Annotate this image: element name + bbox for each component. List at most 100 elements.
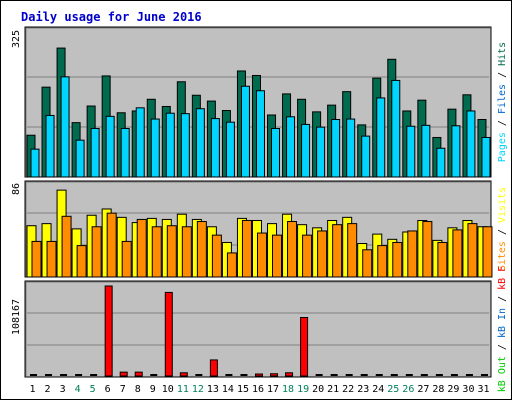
files-bar [436,147,446,178]
kb-bar [209,359,218,377]
legend-item: Pages [497,132,508,162]
files-bar [466,110,476,178]
sites-bar [181,226,192,278]
x-tick-label: 25 [387,384,399,395]
x-tick-label: 23 [357,384,369,395]
legend-kb: kB Out / kB In / kB F [497,266,508,392]
legend-item: kB F [497,266,508,290]
kb-bar [179,372,188,377]
x-tick-label: 21 [327,384,339,395]
sites-bar [392,241,403,278]
x-tick-label: 17 [267,384,279,395]
kb-bar [285,372,294,377]
kb-bar [119,371,128,377]
kb-bar [164,291,173,377]
files-bar [421,124,431,178]
files-bar [255,90,265,178]
sites-bar [196,221,207,278]
files-bar [376,97,386,178]
sites-bar [211,234,222,278]
sites-bar [272,234,283,278]
x-tick-label: 15 [237,384,249,395]
sites-bar [347,223,358,278]
legend-item: kB In [497,308,508,338]
x-tick-label: 1 [30,384,36,395]
x-tick-label: 28 [432,384,444,395]
legend-item: Sites [497,241,508,271]
x-tick-label: 26 [402,384,414,395]
sites-bar [121,240,132,278]
x-tick-label: 8 [135,384,141,395]
x-tick-label: 2 [45,384,51,395]
x-tick-label: 16 [252,384,264,395]
x-tick-label: 18 [282,384,294,395]
kb-bar [270,373,279,377]
sites-bar [256,232,267,278]
files-bar [331,118,341,178]
y-max-label: 86 [11,183,22,195]
x-tick-label: 10 [162,384,174,395]
x-tick-label: 13 [207,384,219,395]
files-bar [286,116,296,178]
sites-bar [61,215,72,278]
x-tick-label: 14 [222,384,234,395]
files-bar [346,118,356,178]
x-tick-label: 29 [447,384,459,395]
kb-bar [300,317,309,377]
sites-bar [106,212,117,278]
x-tick-label: 12 [192,384,204,395]
sites-bar [437,241,448,278]
legend-item: Visits [497,187,508,223]
sites-bar [467,223,478,278]
sites-bar [407,230,418,278]
files-bar [451,125,461,178]
x-tick-label: 20 [312,384,324,395]
files-bar [481,136,491,178]
files-bar [195,108,205,178]
files-bar [105,115,115,178]
legend-separator: / [497,338,508,356]
legend-separator: / [497,66,508,84]
files-bar [45,114,55,178]
sites-bar [452,229,463,278]
sites-bar [422,221,433,278]
sites-bar [31,240,42,278]
x-tick-label: 31 [477,384,489,395]
files-bar [210,118,220,178]
legend-visits-sites: Sites / Visits [497,187,508,271]
files-bar [180,113,190,178]
sites-bar [151,226,162,278]
sites-bar [362,249,373,278]
x-tick-label: 5 [90,384,96,395]
legend-item: kB Out [497,356,508,392]
sites-bar [332,224,343,278]
files-bar [165,112,175,178]
sites-bar [377,245,388,278]
legend-separator: / [497,290,508,308]
files-bar [90,127,100,178]
files-bar [240,85,250,178]
x-tick-label: 4 [75,384,81,395]
sites-bar [76,245,87,278]
sites-bar [302,234,313,278]
files-bar [75,139,85,178]
sites-bar [166,225,177,278]
x-tick-label: 11 [177,384,189,395]
files-bar [271,127,281,178]
x-tick-label: 6 [105,384,111,395]
legend-separator: / [497,114,508,132]
kb-bar [104,285,113,377]
x-tick-label: 22 [342,384,354,395]
legend-item: Hits [497,42,508,66]
chart-title: Daily usage for June 2016 [21,10,202,24]
sites-bar [287,221,298,278]
sites-bar [241,219,252,278]
kb-bar [134,371,143,377]
kb-bar [254,373,263,377]
files-bar [225,121,235,178]
plot-area-kb [24,280,492,378]
files-bar [60,76,70,178]
x-tick-label: 19 [297,384,309,395]
x-tick-label: 7 [120,384,126,395]
